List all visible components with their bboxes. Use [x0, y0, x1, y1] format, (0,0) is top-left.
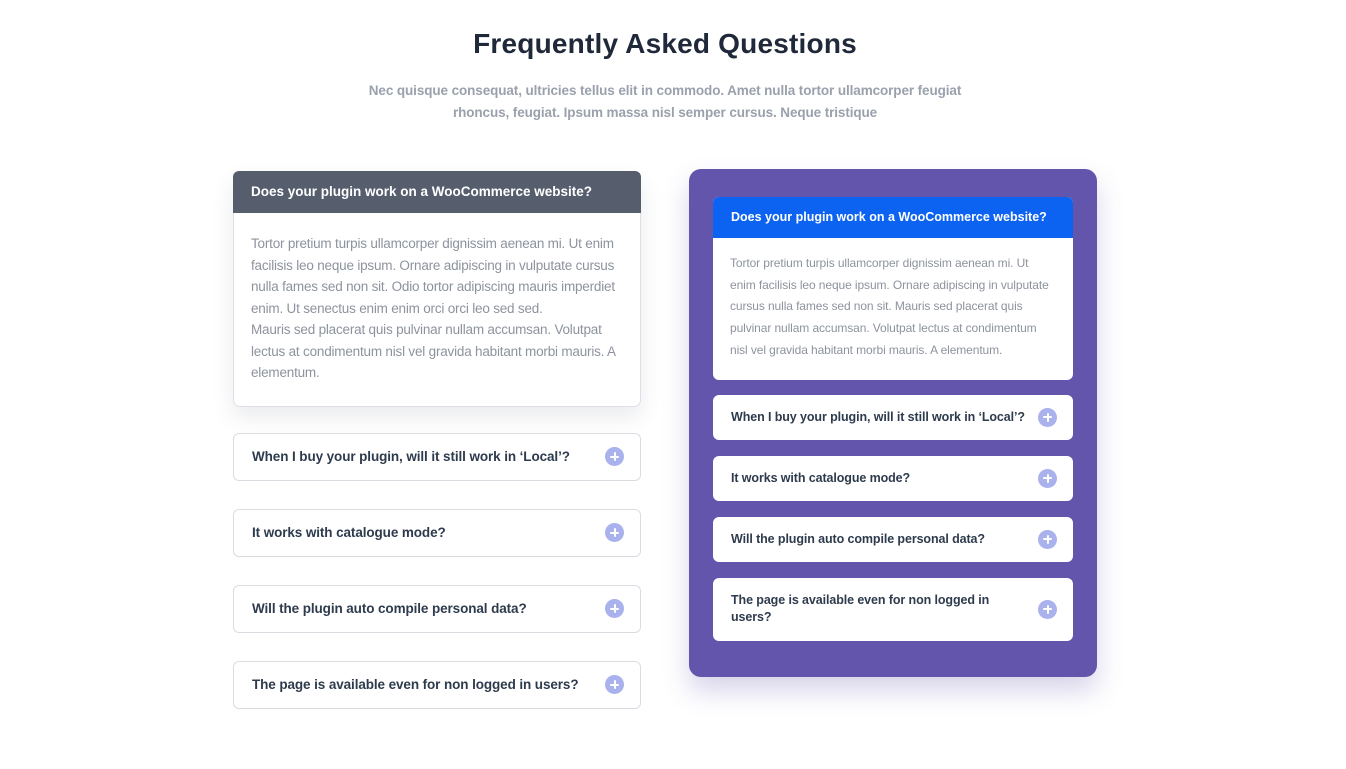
faq-item-catalogue[interactable]: It works with catalogue mode?	[233, 508, 641, 557]
faq-answer-paragraph: Tortor pretium turpis ullamcorper dignis…	[251, 236, 615, 316]
faq-question-label: Will the plugin auto compile personal da…	[252, 601, 527, 616]
plus-icon[interactable]	[1038, 407, 1057, 427]
faq-question-label: It works with catalogue mode?	[731, 470, 911, 485]
faq-question-label: When I buy your plugin, will it still wo…	[252, 449, 570, 464]
page-header: Frequently Asked Questions Nec quisque c…	[0, 0, 1346, 124]
faq-accordion-light: Does your plugin work on a WooCommerce w…	[233, 169, 641, 709]
plus-icon[interactable]	[1038, 599, 1057, 619]
faq-item-expanded: Does your plugin work on a WooCommerce w…	[713, 197, 1073, 380]
faq-accordion-purple-panel: Does your plugin work on a WooCommerce w…	[689, 169, 1097, 677]
faq-item-catalogue[interactable]: It works with catalogue mode?	[713, 455, 1073, 501]
faq-item-personal-data[interactable]: Will the plugin auto compile personal da…	[233, 584, 641, 633]
faq-question-label: When I buy your plugin, will it still wo…	[731, 409, 1025, 424]
faq-item-local[interactable]: When I buy your plugin, will it still wo…	[713, 394, 1073, 440]
faq-answer: Tortor pretium turpis ullamcorper dignis…	[234, 213, 640, 406]
page-subtitle: Nec quisque consequat, ultricies tellus …	[368, 83, 962, 120]
faq-question-label: It works with catalogue mode?	[252, 525, 446, 540]
faq-question-woocommerce[interactable]: Does your plugin work on a WooCommerce w…	[713, 197, 1073, 238]
faq-question-label: The page is available even for non logge…	[731, 593, 990, 625]
faq-item-local[interactable]: When I buy your plugin, will it still wo…	[233, 432, 641, 481]
plus-icon[interactable]	[605, 599, 624, 618]
faq-item-non-logged-users[interactable]: The page is available even for non logge…	[713, 577, 1073, 641]
plus-icon[interactable]	[1038, 529, 1057, 549]
faq-item-personal-data[interactable]: Will the plugin auto compile personal da…	[713, 516, 1073, 562]
faq-question-label: The page is available even for non logge…	[252, 677, 579, 692]
plus-icon[interactable]	[605, 447, 624, 466]
faq-question-woocommerce[interactable]: Does your plugin work on a WooCommerce w…	[233, 171, 641, 213]
page-title: Frequently Asked Questions	[473, 28, 857, 59]
faq-answer: Tortor pretium turpis ullamcorper dignis…	[713, 238, 1073, 380]
plus-icon[interactable]	[1038, 468, 1057, 488]
faq-item-expanded: Does your plugin work on a WooCommerce w…	[233, 171, 641, 407]
plus-icon[interactable]	[605, 675, 624, 694]
plus-icon[interactable]	[605, 523, 624, 542]
faq-question-label: Will the plugin auto compile personal da…	[731, 531, 985, 546]
faq-answer-paragraph: Mauris sed placerat quis pulvinar nullam…	[251, 322, 616, 380]
faq-answer-paragraph: Tortor pretium turpis ullamcorper dignis…	[730, 256, 1049, 357]
faq-item-non-logged-users[interactable]: The page is available even for non logge…	[233, 660, 641, 709]
faq-columns: Does your plugin work on a WooCommerce w…	[233, 169, 1097, 709]
